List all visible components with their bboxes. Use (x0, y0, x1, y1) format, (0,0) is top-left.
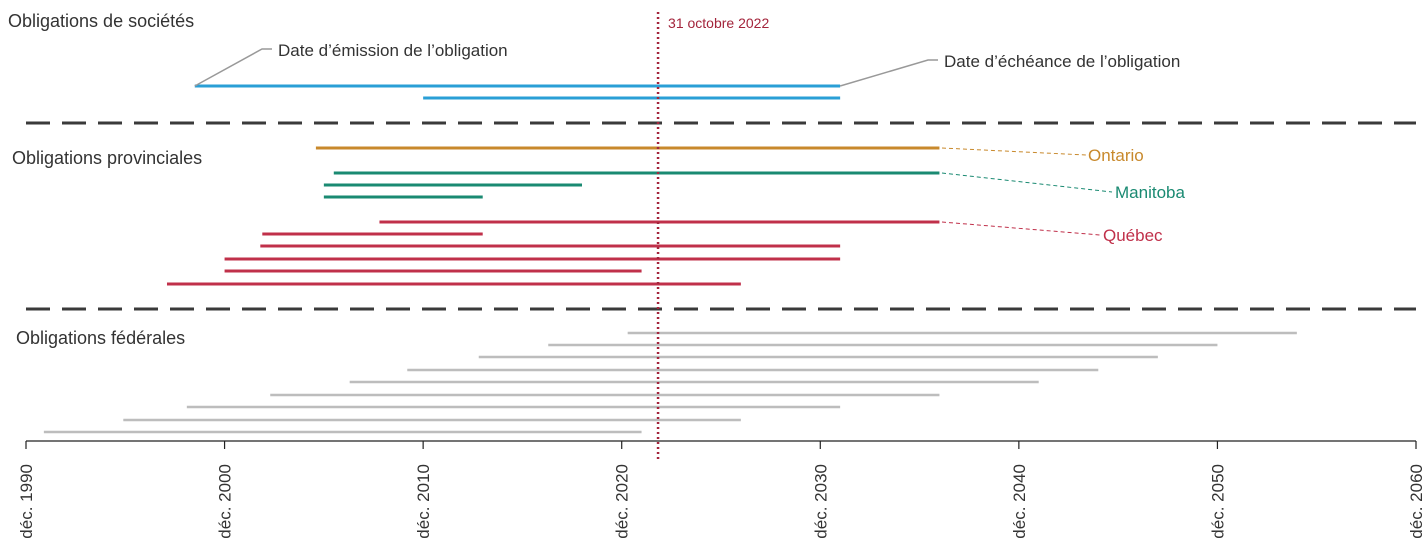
series-leader-line (941, 147, 1087, 156)
series-label: Manitoba (1115, 183, 1185, 202)
series-leader-line (941, 221, 1101, 236)
group-label: Obligations fédérales (16, 328, 185, 348)
x-tick-label: déc. 2040 (1010, 464, 1029, 539)
reference-line-label: 31 octobre 2022 (668, 15, 769, 31)
issue-annotation: Date d’émission de l’obligation (278, 41, 508, 60)
series-leader-line (941, 172, 1113, 193)
series-label: Ontario (1088, 146, 1144, 165)
x-tick-label: déc. 2060 (1407, 464, 1426, 539)
maturity-callout-line (839, 59, 938, 87)
x-tick-label: déc. 2000 (216, 464, 235, 539)
x-tick-label: déc. 2010 (414, 464, 433, 539)
issue-callout-line (194, 48, 272, 87)
group-label: Obligations de sociétés (8, 11, 194, 31)
x-tick-label: déc. 2020 (613, 464, 632, 539)
group-label: Obligations provinciales (12, 148, 202, 168)
maturity-annotation: Date d’échéance de l’obligation (944, 52, 1180, 71)
x-tick-label: déc. 2050 (1208, 464, 1227, 539)
x-tick-label: déc. 1990 (17, 464, 36, 539)
series-label: Québec (1103, 226, 1163, 245)
x-tick-label: déc. 2030 (811, 464, 830, 539)
